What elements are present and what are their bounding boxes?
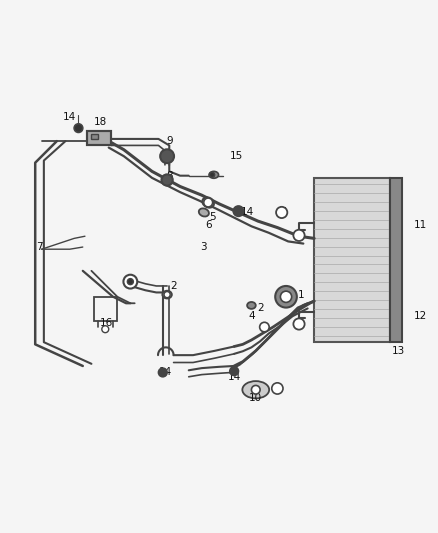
Bar <box>87 131 111 144</box>
Circle shape <box>251 385 260 394</box>
Text: 15: 15 <box>230 151 243 161</box>
Text: 14: 14 <box>63 112 77 122</box>
Text: 1: 1 <box>298 289 304 300</box>
Circle shape <box>164 292 170 297</box>
Text: 13: 13 <box>392 346 405 356</box>
Bar <box>87 131 111 144</box>
Circle shape <box>230 367 238 375</box>
Circle shape <box>74 124 83 132</box>
Text: 2: 2 <box>257 303 263 312</box>
Ellipse shape <box>199 208 209 216</box>
Circle shape <box>272 383 283 394</box>
Circle shape <box>293 230 304 241</box>
Text: 10: 10 <box>249 393 262 403</box>
Ellipse shape <box>247 302 256 309</box>
Ellipse shape <box>202 197 214 208</box>
Text: 8: 8 <box>166 171 173 181</box>
Circle shape <box>276 207 287 218</box>
Bar <box>94 297 117 320</box>
Circle shape <box>275 286 297 308</box>
Text: 4: 4 <box>248 311 255 321</box>
Circle shape <box>204 198 212 207</box>
Text: 11: 11 <box>413 221 427 230</box>
Text: 14: 14 <box>240 207 254 217</box>
Text: 14: 14 <box>227 372 241 382</box>
Text: 7: 7 <box>36 242 43 252</box>
Text: 18: 18 <box>93 117 107 127</box>
Text: 2: 2 <box>170 281 177 291</box>
Bar <box>314 178 390 342</box>
Circle shape <box>127 279 134 285</box>
Bar <box>390 178 402 342</box>
Text: 16: 16 <box>100 318 113 328</box>
Circle shape <box>209 172 215 177</box>
Ellipse shape <box>209 172 219 178</box>
Bar <box>92 134 98 139</box>
Circle shape <box>260 322 269 332</box>
Circle shape <box>162 174 173 185</box>
Text: 14: 14 <box>158 367 172 377</box>
Circle shape <box>160 149 174 163</box>
Text: 6: 6 <box>205 220 212 230</box>
Circle shape <box>233 206 244 216</box>
Circle shape <box>159 368 167 377</box>
Text: 3: 3 <box>201 242 207 252</box>
Text: 5: 5 <box>209 212 216 222</box>
Circle shape <box>280 291 292 302</box>
Circle shape <box>124 274 137 288</box>
Circle shape <box>293 318 304 329</box>
Text: 4: 4 <box>281 207 287 217</box>
Circle shape <box>102 326 109 333</box>
Ellipse shape <box>242 381 269 398</box>
Text: 12: 12 <box>413 311 427 321</box>
Ellipse shape <box>162 290 172 298</box>
Text: 9: 9 <box>166 136 173 146</box>
